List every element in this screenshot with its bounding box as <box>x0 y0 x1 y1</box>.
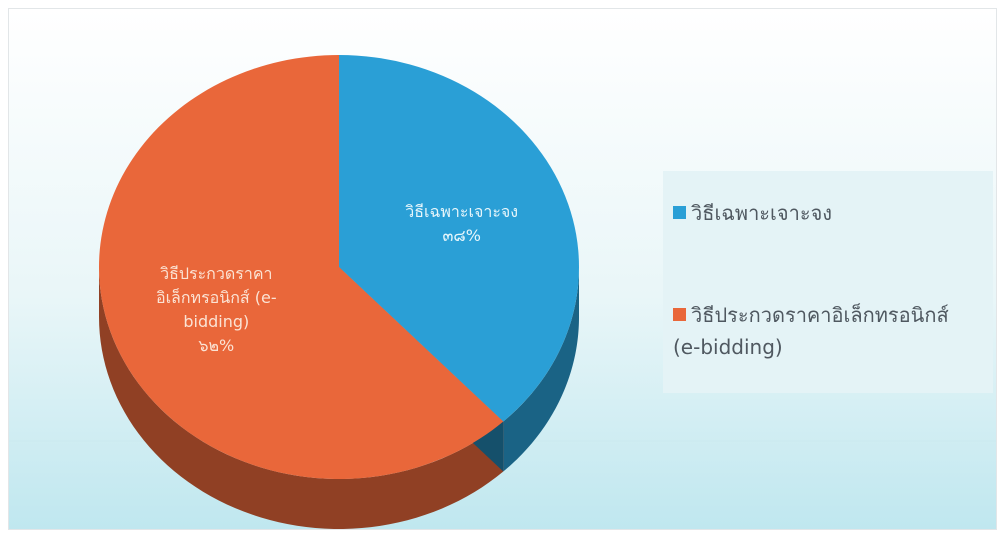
legend-label-e-bidding-line1: วิธีประกวดราคาอิเล็กทรอนิกส์ <box>691 303 949 327</box>
chart-frame: วิธีเฉพาะเจาะจง ๓๘% วิธีประกวดราคา อิเล็กทร… <box>8 8 997 530</box>
pie-side-e-bidding <box>99 267 504 529</box>
legend: วิธีเฉพาะเจาะจง วิธีประกวดราคาอิเล็กทรอน… <box>663 171 993 393</box>
legend-label-specific: วิธีเฉพาะเจาะจง <box>691 201 833 225</box>
legend-label-e-bidding-line2: (e-bidding) <box>673 335 783 359</box>
pie-label-specific-line1: วิธีเฉพาะเจาะจง <box>405 202 518 221</box>
pie-label-e-bidding-line2: อิเล็กทรอนิกส์ (e- <box>156 287 277 307</box>
pie-slice-specific <box>339 55 579 422</box>
legend-swatch-blue <box>673 206 686 219</box>
pie-label-e-bidding-line1: วิธีประกวดราคา <box>160 264 272 283</box>
pie-slice-e-bidding <box>98 55 504 479</box>
legend-item-specific: วิธีเฉพาะเจาะจง <box>673 197 832 229</box>
pie-side-specific <box>503 267 579 472</box>
pie-label-e-bidding-line4: ๖๒% <box>198 336 234 355</box>
legend-swatch-orange <box>673 308 686 321</box>
pie-label-specific-line2: ๓๘% <box>442 226 480 245</box>
legend-item-e-bidding: วิธีประกวดราคาอิเล็กทรอนิกส์ (e-bidding) <box>673 299 949 363</box>
pie-label-e-bidding-line3: bidding) <box>183 312 249 331</box>
